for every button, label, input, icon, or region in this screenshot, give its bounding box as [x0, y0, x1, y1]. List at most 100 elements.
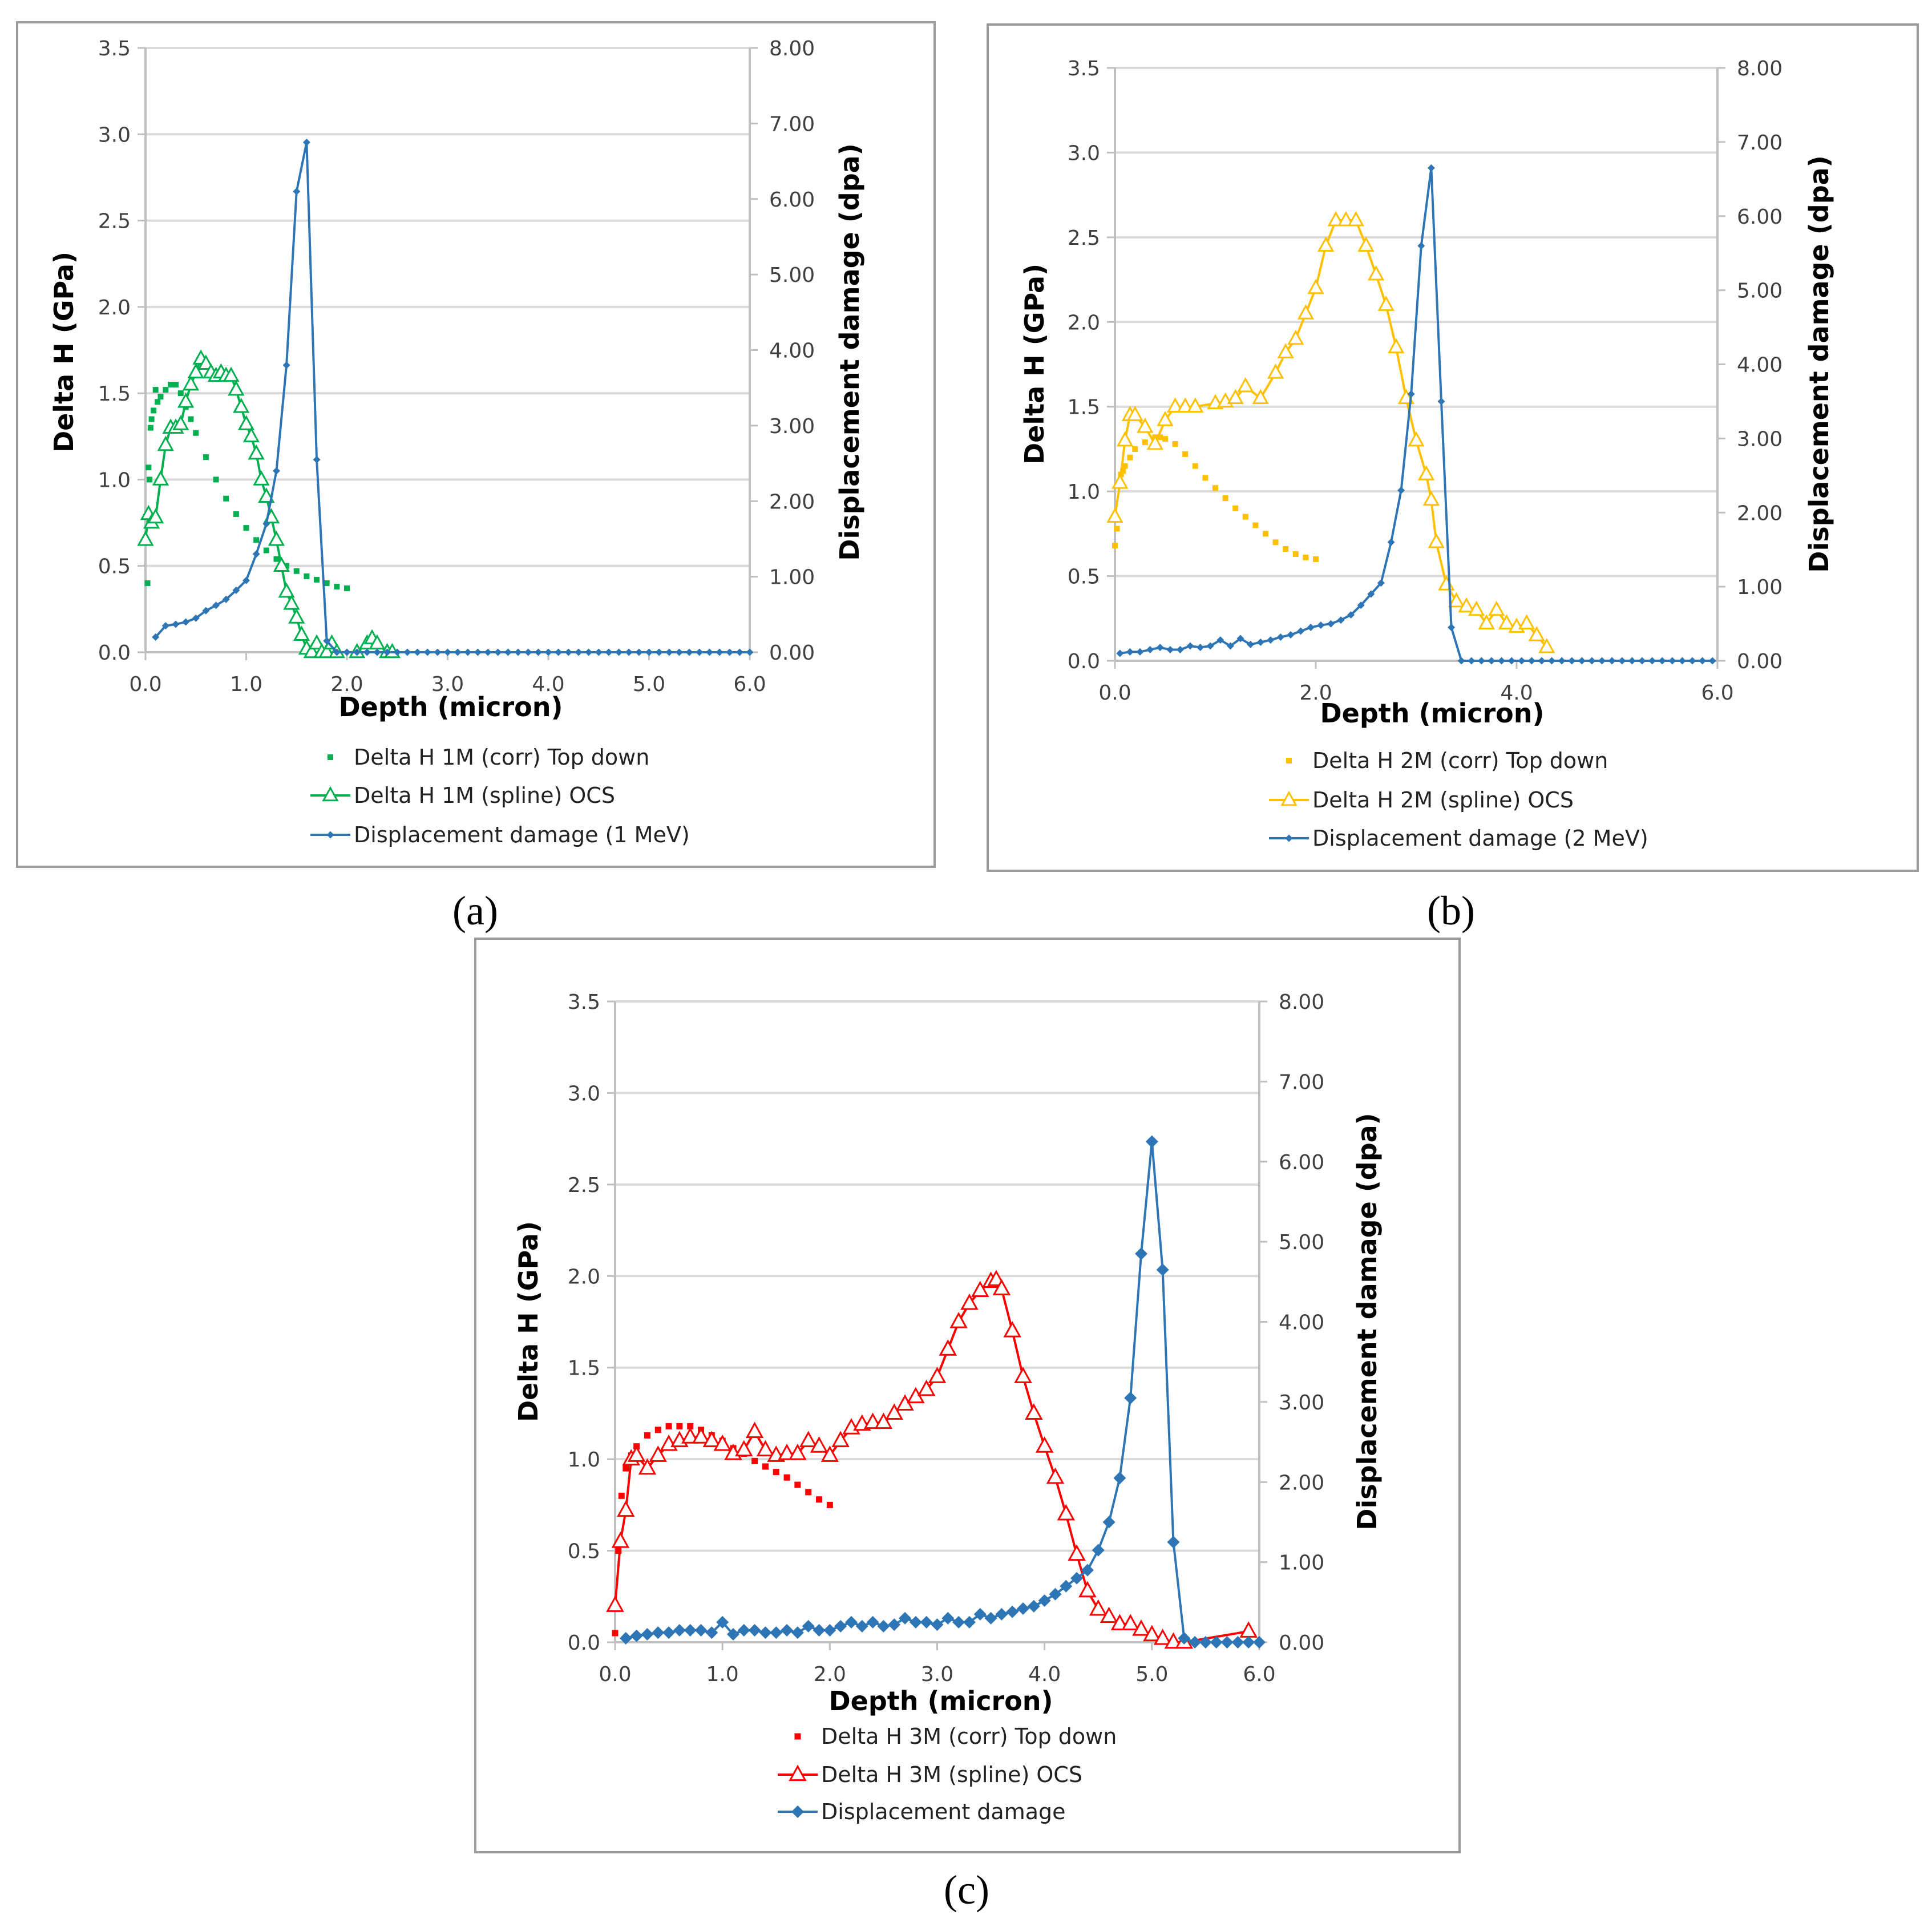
data-point-triangle [293, 625, 310, 641]
y-tick-label: 0.5 [568, 1540, 600, 1564]
panel-label: (a) [452, 888, 498, 934]
data-point-square [263, 547, 269, 554]
legend-item: Delta H 3M (corr) Top down [794, 1724, 1117, 1749]
data-point-diamond [323, 637, 331, 645]
data-point-diamond [746, 648, 754, 656]
y-tick-label: 3.0 [568, 1082, 600, 1105]
data-point-diamond [888, 1618, 901, 1631]
data-point-triangle [223, 366, 240, 382]
data-point-triangle [1388, 338, 1405, 354]
data-point-diamond [705, 1626, 718, 1639]
data-point-diamond [1220, 1636, 1234, 1649]
data-point-diamond [1199, 1636, 1212, 1649]
data-point-triangle [778, 1444, 796, 1460]
data-point-triangle [1367, 265, 1385, 281]
data-point-triangle [1116, 431, 1134, 447]
y2-tick-label: 2.00 [1279, 1471, 1324, 1494]
data-point-triangle [1157, 411, 1174, 426]
data-point-diamond [1156, 644, 1164, 652]
y-tick-label: 3.0 [98, 123, 131, 147]
data-point-diamond [1231, 1636, 1244, 1649]
data-point-triangle [917, 1379, 936, 1396]
data-point-diamond [272, 467, 280, 475]
data-point-diamond [172, 620, 180, 628]
data-point-square [1232, 505, 1239, 511]
data-point-triangle [1498, 614, 1515, 629]
data-point-diamond [182, 618, 190, 626]
data-point-diamond [920, 1615, 933, 1629]
data-point-diamond [802, 1619, 815, 1633]
x-tick-label: 6.0 [1701, 681, 1733, 705]
data-point-square [1182, 451, 1189, 457]
data-point-triangle [1068, 1544, 1086, 1561]
data-point-diamond [1092, 1544, 1105, 1557]
data-point-diamond [781, 1623, 794, 1637]
data-point-triangle [735, 1440, 753, 1457]
data-point-triangle [1518, 614, 1535, 629]
data-point-triangle [1014, 1367, 1032, 1383]
data-point-diamond [534, 648, 542, 656]
data-point-diamond [748, 1623, 761, 1637]
data-point-square [1157, 434, 1163, 441]
y-tick-label: 2.5 [1068, 227, 1100, 250]
data-point-triangle [1227, 389, 1244, 405]
data-point-triangle [885, 1403, 903, 1420]
data-point-diamond [1189, 1636, 1202, 1649]
data-point-triangle [1237, 377, 1254, 393]
data-point-diamond [726, 1627, 739, 1641]
data-point-diamond [484, 648, 492, 656]
data-point-diamond [575, 648, 583, 656]
legend-item: Delta H 2M (corr) Top down [1286, 748, 1608, 773]
y2-tick-label: 0.00 [1279, 1631, 1324, 1655]
data-point-square [324, 580, 330, 586]
data-point-triangle [1153, 1629, 1172, 1645]
y2-axis-title: Displacement damage (dpa) [1352, 1113, 1383, 1530]
data-point-triangle [756, 1440, 775, 1457]
legend-label: Delta H 2M (spline) OCS [1312, 787, 1574, 813]
data-point-triangle [810, 1436, 828, 1453]
series-diamond [1116, 164, 1716, 665]
data-point-triangle [1057, 1504, 1076, 1521]
data-point-diamond [684, 1623, 697, 1637]
data-point-diamond [302, 138, 310, 146]
data-point-square [1283, 546, 1289, 552]
y-tick-label: 0.5 [98, 555, 131, 579]
data-point-diamond [1437, 397, 1445, 405]
data-point-diamond [1548, 657, 1556, 665]
data-point-diamond [1568, 657, 1576, 665]
data-point-diamond [252, 550, 260, 558]
y2-tick-label: 4.00 [769, 340, 815, 363]
data-point-triangle [1003, 1321, 1021, 1338]
data-point-triangle [1177, 397, 1194, 413]
x-tick-label: 3.0 [921, 1663, 953, 1686]
data-point-diamond [192, 614, 200, 622]
data-point-square [826, 1501, 833, 1508]
data-point-square [314, 576, 320, 583]
chart-panel-a: 0.00.51.01.52.02.53.03.50.001.002.003.00… [16, 21, 936, 868]
data-point-diamond [694, 1623, 708, 1637]
data-point-diamond [1628, 657, 1636, 665]
legend-diamond-icon [791, 1805, 804, 1818]
data-point-square [687, 1423, 694, 1429]
y2-tick-label: 8.00 [1279, 991, 1324, 1014]
data-point-diamond [1317, 621, 1325, 629]
data-point-diamond [343, 648, 351, 656]
data-point-triangle [1111, 473, 1129, 489]
legend-label: Displacement damage (1 MeV) [354, 822, 690, 847]
data-point-triangle [1110, 1614, 1129, 1631]
data-point-square [762, 1463, 769, 1470]
data-point-square [623, 1465, 629, 1472]
y-tick-label: 2.5 [98, 210, 131, 233]
chart-frame [16, 21, 936, 868]
data-point-square [344, 585, 350, 592]
data-point-diamond [1206, 642, 1214, 650]
y-tick-label: 2.5 [568, 1174, 600, 1197]
data-point-triangle [1408, 431, 1425, 447]
data-point-triangle [152, 470, 169, 486]
data-point-square [148, 416, 155, 422]
data-point-triangle [799, 1431, 818, 1448]
legend-item: Delta H 2M (spline) OCS [1269, 787, 1574, 813]
data-point-triangle [308, 634, 325, 650]
data-point-triangle [713, 1434, 731, 1451]
data-point-diamond [641, 1627, 654, 1641]
